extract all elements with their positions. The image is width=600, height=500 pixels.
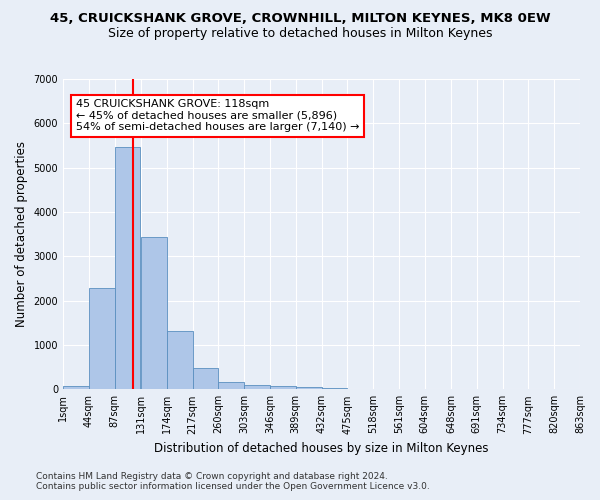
Text: Size of property relative to detached houses in Milton Keynes: Size of property relative to detached ho… (108, 28, 492, 40)
Bar (270, 386, 296, 390)
Bar (193, 368, 218, 390)
Bar (347, 388, 373, 390)
Y-axis label: Number of detached properties: Number of detached properties (15, 141, 28, 327)
Bar (141, 238, 167, 390)
Bar (89, 288, 115, 390)
Bar (296, 387, 322, 390)
Bar (322, 388, 347, 390)
Text: 45, CRUICKSHANK GROVE, CROWNHILL, MILTON KEYNES, MK8 0EW: 45, CRUICKSHANK GROVE, CROWNHILL, MILTON… (50, 12, 550, 26)
Bar (167, 331, 193, 390)
Bar (244, 386, 270, 390)
Text: Contains HM Land Registry data © Crown copyright and database right 2024.: Contains HM Land Registry data © Crown c… (36, 472, 388, 481)
Text: Contains public sector information licensed under the Open Government Licence v3: Contains public sector information licen… (36, 482, 430, 491)
Bar (63, 386, 89, 390)
Bar (115, 148, 140, 390)
X-axis label: Distribution of detached houses by size in Milton Keynes: Distribution of detached houses by size … (154, 442, 489, 455)
Text: 45 CRUICKSHANK GROVE: 118sqm
← 45% of detached houses are smaller (5,896)
54% of: 45 CRUICKSHANK GROVE: 118sqm ← 45% of de… (76, 99, 359, 132)
Bar (218, 382, 244, 390)
